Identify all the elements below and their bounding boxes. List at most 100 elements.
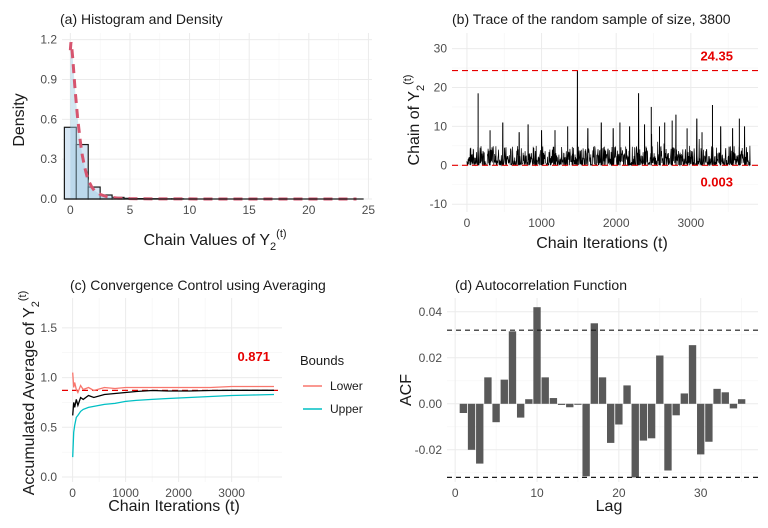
acf-bar (737, 399, 746, 404)
acf-bar (697, 403, 705, 455)
panel-b-trace: (b) Trace of the random sample of size, … (402, 11, 758, 252)
panel-a-ylabel: Density (11, 93, 28, 146)
acf-bar (541, 377, 549, 404)
x-tick-label: 3000 (677, 216, 704, 230)
y-tick-label: 0.5 (40, 420, 57, 434)
acf-bar (557, 403, 566, 405)
y-tick-label: 0.04 (419, 305, 443, 319)
acf-bar (508, 331, 517, 404)
acf-bar (476, 403, 484, 464)
panel-d-ylabel: ACF (398, 374, 415, 406)
acf-bar (729, 403, 738, 409)
acf-bar (647, 403, 656, 439)
acf-bar (705, 403, 713, 442)
acf-bar (574, 403, 582, 405)
acf-bar (549, 398, 558, 404)
panel-c-ylabel: Accumulated Average of Y2(t) (17, 291, 42, 496)
acf-bar (566, 403, 574, 408)
panel-b-reference-lines: 24.35 0.003 (452, 49, 758, 189)
x-tick-label: 25 (362, 203, 376, 217)
y-tick-label: 0 (440, 158, 447, 172)
acf-bar (672, 403, 680, 416)
y-tick-label: 1.2 (40, 33, 57, 47)
panel-c-xlabel: Chain Iterations (t) (108, 498, 240, 515)
acf-bar (492, 403, 500, 423)
panel-c-ticks: 0 1000 2000 3000 0.0 0.5 1.0 1.5 (40, 321, 245, 500)
panel-d-confidence-lines (447, 329, 758, 478)
series-mean (72, 389, 274, 416)
y-tick-label: -0.02 (415, 443, 443, 457)
acf-bar (721, 392, 729, 404)
acf-bar (582, 403, 590, 477)
acf-bar (713, 388, 721, 404)
acf-bar (615, 403, 623, 425)
x-tick-label: 30 (694, 486, 708, 500)
acf-bar (525, 399, 533, 404)
y-tick-label: 10 (434, 119, 448, 133)
acf-bar (688, 345, 697, 404)
y-tick-label: 0.9 (40, 72, 57, 86)
x-tick-label: 0 (452, 486, 459, 500)
x-tick-label: 2000 (165, 486, 192, 500)
acf-bar (459, 403, 468, 413)
panel-a-ticks: 0 5 10 15 20 25 0.0 0.3 0.6 0.9 1.2 (40, 33, 375, 217)
x-tick-label: 10 (530, 486, 544, 500)
x-tick-label: 1000 (112, 486, 139, 500)
acf-bar (533, 307, 541, 404)
panel-c-convergence: (c) Convergence Control using Averaging … (17, 277, 363, 515)
acf-bar (500, 379, 508, 404)
y-tick-label: 0.02 (419, 351, 443, 365)
average-label: 0.871 (237, 349, 270, 364)
y-tick-label: 20 (434, 80, 448, 94)
x-tick-label: 0 (464, 216, 471, 230)
acf-bar (664, 403, 672, 471)
y-tick-label: 0.00 (419, 397, 443, 411)
panel-d-xlabel: Lag (596, 498, 623, 515)
y-tick-label: 0.6 (40, 112, 57, 126)
x-tick-label: 15 (243, 203, 257, 217)
acf-bar (656, 355, 664, 404)
panel-b-ylabel: Chain of Y2(t) (402, 75, 427, 166)
y-tick-label: 0.0 (40, 470, 57, 484)
acf-bar (516, 403, 525, 418)
x-tick-label: 0 (69, 486, 76, 500)
x-tick-label: 5 (127, 203, 134, 217)
panel-a-title: (a) Histogram and Density (60, 11, 223, 27)
legend-upper-label: Upper (330, 402, 363, 416)
x-tick-label: 1000 (528, 216, 555, 230)
panel-d-acf: (d) Autocorrelation Function 0 10 20 30 -0.0… (398, 277, 758, 515)
acf-bar (484, 377, 492, 404)
acf-bar (623, 385, 631, 404)
panel-b-grid (452, 33, 758, 212)
series-upper (72, 393, 275, 458)
panel-d-ticks: 0 10 20 30 -0.02 0.00 0.02 0.04 (415, 305, 708, 500)
panel-b-ticks: 0 1000 2000 3000 -10 0 10 20 30 (430, 42, 705, 230)
x-tick-label: 3000 (218, 486, 245, 500)
panel-a-density (64, 41, 364, 201)
series-lower (72, 372, 274, 395)
y-tick-label: 1.5 (40, 321, 57, 335)
panel-d-bars (459, 307, 746, 478)
panel-c-title: (c) Convergence Control using Averaging (70, 277, 326, 293)
acf-bar (607, 403, 615, 443)
acf-bar (598, 377, 607, 404)
x-tick-label: 20 (302, 203, 316, 217)
panel-b-title: (b) Trace of the random sample of size, … (452, 11, 731, 27)
y-tick-label: 1.0 (40, 371, 57, 385)
legend-lower-label: Lower (330, 379, 363, 393)
acf-bar (639, 403, 648, 441)
acf-bar (590, 323, 598, 404)
trace-line (466, 70, 751, 167)
y-tick-label: 30 (434, 42, 448, 56)
panel-b-xlabel: Chain Iterations (t) (536, 235, 668, 252)
x-tick-label: 10 (183, 203, 197, 217)
acf-bar (467, 403, 476, 450)
panel-d-title: (d) Autocorrelation Function (455, 277, 627, 293)
panel-c-lines: 0.871 (62, 349, 282, 458)
x-tick-label: 2000 (603, 216, 630, 230)
panel-a-grid (62, 33, 372, 200)
y-tick-label: 0.3 (40, 152, 57, 166)
reference-label: 0.003 (700, 174, 733, 189)
y-tick-label: 0.0 (40, 192, 57, 206)
